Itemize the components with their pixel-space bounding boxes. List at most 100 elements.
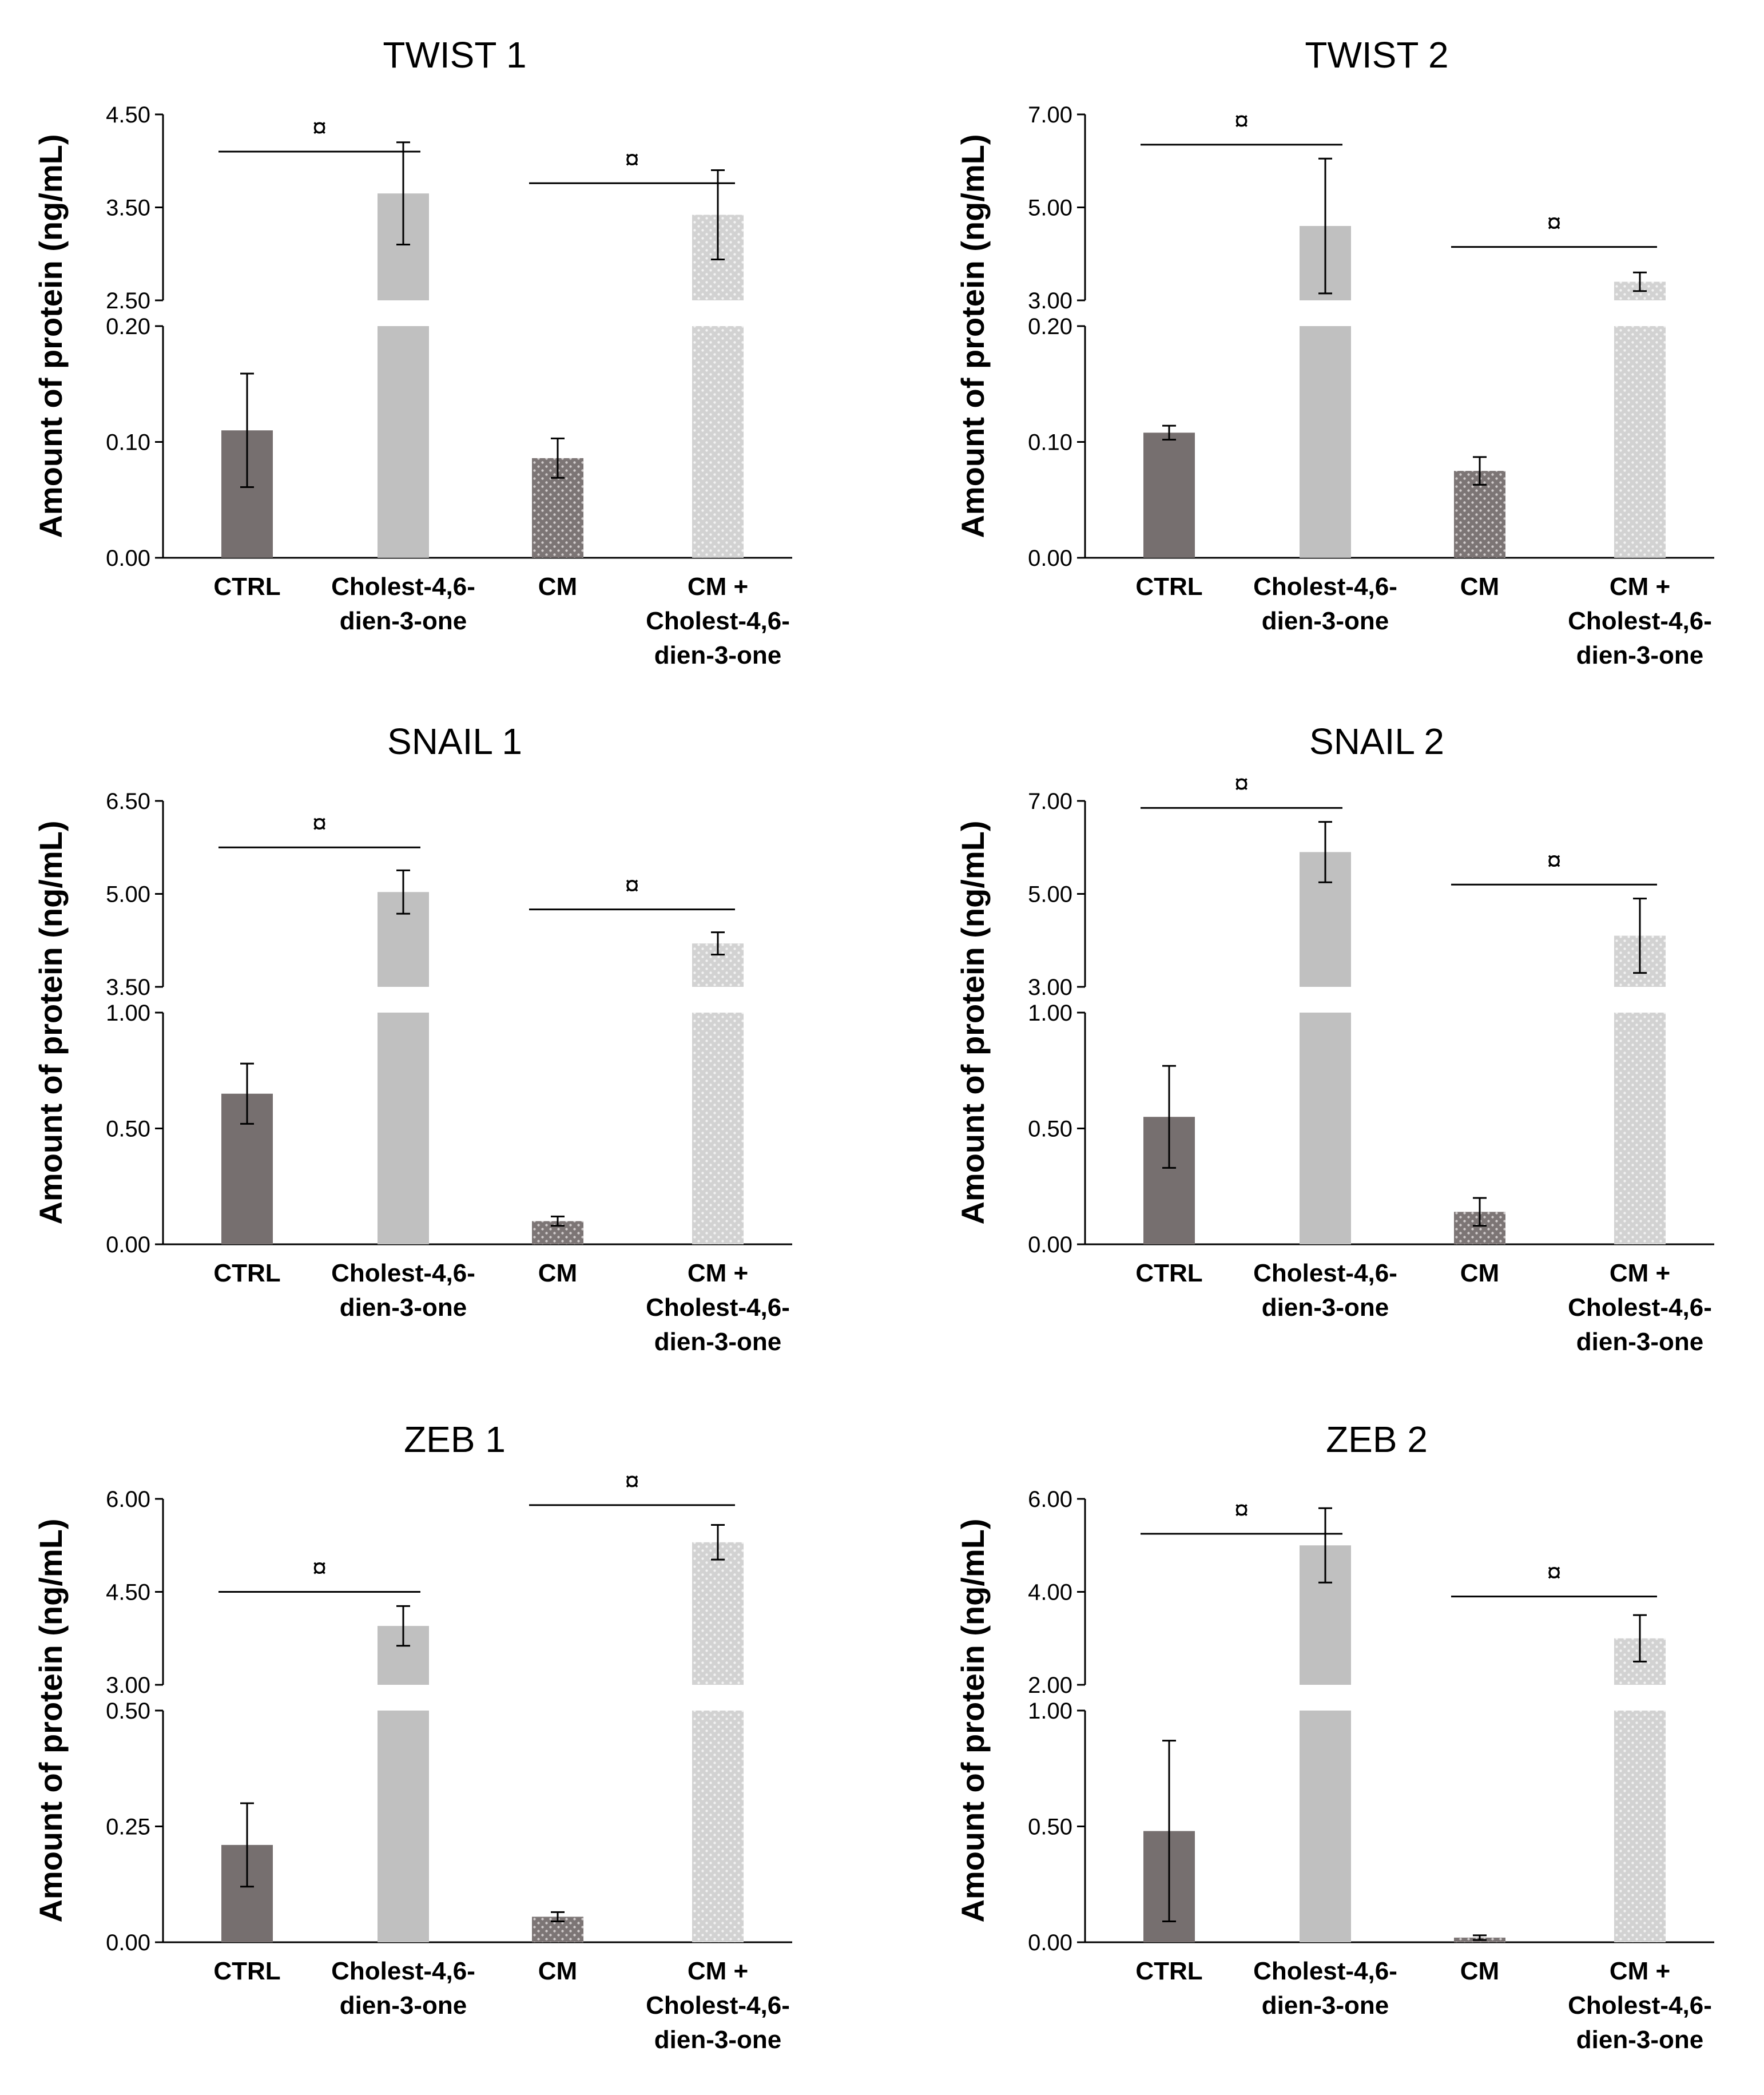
y-axis-label: Amount of protein (ng/mL): [955, 820, 991, 1224]
category-label: Cholest-4,6-: [1568, 1991, 1712, 2019]
y-axis-label: Amount of protein (ng/mL): [33, 1518, 69, 1922]
significance-symbol: ¤: [1547, 846, 1562, 875]
category-label: CM: [538, 1259, 577, 1287]
significance-symbol: ¤: [1234, 1495, 1249, 1525]
chart-panel-1: TWIST 1 Amount of protein (ng/mL) 2.50 3.50…: [33, 34, 792, 669]
category-label: dien-3-one: [1262, 1293, 1389, 1322]
category-label: CTRL: [213, 1957, 280, 1985]
y-tick-label: 2.50: [106, 288, 150, 314]
category-label: CM +: [1610, 1957, 1670, 1985]
category-label: Cholest-4,6-: [331, 573, 475, 601]
category-label: dien-3-one: [654, 641, 781, 669]
bar-lower-segment: [1300, 1711, 1351, 1942]
significance-symbol: ¤: [312, 113, 327, 142]
y-tick-label: 0.10: [1028, 430, 1072, 455]
y-tick-label: 0.50: [1028, 1815, 1072, 1840]
chart-title: ZEB 1: [404, 1419, 506, 1460]
category-label: Cholest-4,6-: [331, 1957, 475, 1985]
category-label: CM: [1460, 1259, 1499, 1287]
y-tick-label: 0.10: [106, 430, 150, 455]
y-tick-label: 7.00: [1028, 102, 1072, 128]
bar-lower-segment: [1300, 1013, 1351, 1244]
category-label: dien-3-one: [1576, 641, 1703, 669]
bar-lower-segment: [1614, 326, 1666, 558]
significance-symbol: ¤: [1234, 769, 1249, 799]
y-tick-label: 1.00: [106, 1001, 150, 1026]
category-label: CTRL: [213, 573, 280, 601]
category-label: dien-3-one: [654, 1328, 781, 1356]
category-label: Cholest-4,6-: [1568, 1293, 1712, 1322]
category-label: CM +: [688, 573, 748, 601]
bar-lower-segment: [1614, 1013, 1666, 1244]
y-tick-label: 4.50: [106, 102, 150, 128]
bar-lower-segment: [1300, 326, 1351, 558]
bar-lower-segment: [378, 326, 429, 558]
category-label: CM +: [688, 1259, 748, 1287]
significance-symbol: ¤: [625, 871, 639, 900]
category-label: Cholest-4,6-: [646, 1991, 790, 2019]
chart-title: SNAIL 1: [387, 721, 522, 762]
chart-title: SNAIL 2: [1309, 721, 1444, 762]
y-axis-label: Amount of protein (ng/mL): [955, 1518, 991, 1922]
y-tick-label: 0.00: [106, 546, 150, 571]
category-label: CM: [1460, 1957, 1499, 1985]
bar: [1143, 433, 1195, 558]
category-label: dien-3-one: [340, 607, 467, 635]
category-label: Cholest-4,6-: [646, 1293, 790, 1322]
y-tick-label: 4.00: [1028, 1580, 1072, 1605]
category-label: CM: [538, 573, 577, 601]
y-tick-label: 0.00: [1028, 546, 1072, 571]
y-tick-label: 3.00: [1028, 288, 1072, 314]
y-tick-label: 3.00: [106, 1673, 150, 1698]
bar-lower-segment: [692, 1013, 744, 1244]
category-label: Cholest-4,6-: [1253, 573, 1397, 601]
y-tick-label: 0.50: [106, 1117, 150, 1142]
category-label: dien-3-one: [340, 1991, 467, 2019]
y-tick-label: 0.50: [1028, 1117, 1072, 1142]
category-label: Cholest-4,6-: [646, 607, 790, 635]
category-label: CM: [538, 1957, 577, 1985]
significance-symbol: ¤: [1547, 208, 1562, 238]
bar-lower-segment: [692, 326, 744, 558]
category-label: dien-3-one: [1576, 2026, 1703, 2054]
chart-panel-5: ZEB 1 Amount of protein (ng/mL) 3.00 4.50 6.…: [33, 1419, 792, 2054]
y-tick-label: 0.20: [106, 314, 150, 339]
y-tick-label: 2.00: [1028, 1673, 1072, 1698]
category-label: CTRL: [1135, 573, 1202, 601]
significance-symbol: ¤: [1547, 1558, 1562, 1588]
y-tick-label: 3.50: [106, 975, 150, 1000]
significance-symbol: ¤: [625, 1466, 639, 1496]
category-label: CM: [1460, 573, 1499, 601]
y-axis-label: Amount of protein (ng/mL): [33, 134, 69, 538]
category-label: CTRL: [1135, 1957, 1202, 1985]
bar-lower-segment: [378, 1013, 429, 1244]
significance-symbol: ¤: [312, 1553, 327, 1583]
y-tick-label: 4.50: [106, 1580, 150, 1605]
y-axis-label: Amount of protein (ng/mL): [33, 820, 69, 1224]
significance-symbol: ¤: [625, 144, 639, 174]
category-label: Cholest-4,6-: [1253, 1957, 1397, 1985]
y-tick-label: 0.00: [1028, 1930, 1072, 1955]
y-tick-label: 7.00: [1028, 789, 1072, 814]
bar-lower-segment: [378, 1711, 429, 1942]
category-label: CM +: [1610, 573, 1670, 601]
category-label: dien-3-one: [1262, 1991, 1389, 2019]
bar-lower-segment: [1614, 1711, 1666, 1942]
y-tick-label: 3.00: [1028, 975, 1072, 1000]
category-label: CM +: [688, 1957, 748, 1985]
y-tick-label: 6.50: [106, 789, 150, 814]
y-tick-label: 5.00: [106, 882, 150, 907]
bar-lower-segment: [692, 1711, 744, 1942]
y-tick-label: 6.00: [1028, 1487, 1072, 1512]
y-tick-label: 0.00: [1028, 1232, 1072, 1257]
chart-title: TWIST 1: [383, 34, 526, 76]
category-label: dien-3-one: [654, 2026, 781, 2054]
y-tick-label: 0.00: [106, 1930, 150, 1955]
category-label: CTRL: [213, 1259, 280, 1287]
significance-symbol: ¤: [1234, 106, 1249, 136]
category-label: dien-3-one: [1262, 607, 1389, 635]
y-tick-label: 0.50: [106, 1699, 150, 1724]
chart-panel-2: TWIST 2 Amount of protein (ng/mL) 3.00 5.00…: [955, 34, 1714, 669]
category-label: Cholest-4,6-: [1253, 1259, 1397, 1287]
